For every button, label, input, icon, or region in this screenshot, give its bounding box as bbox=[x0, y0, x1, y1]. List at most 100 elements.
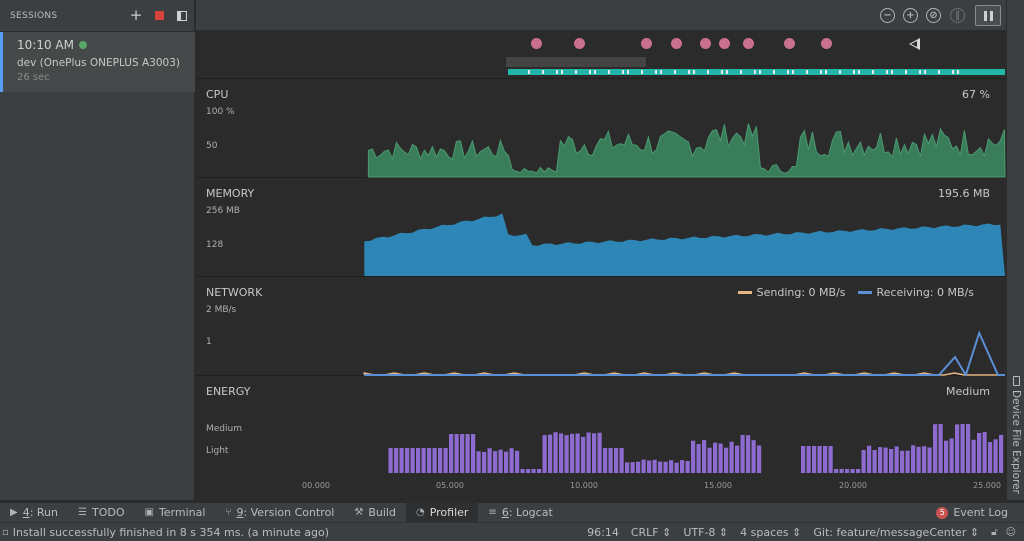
status-bar: ▫ Install successfully finished in 8 s 3… bbox=[0, 522, 1024, 541]
plus-icon[interactable]: + bbox=[129, 6, 143, 24]
event-dot[interactable] bbox=[574, 38, 586, 49]
energy-bar bbox=[823, 446, 828, 473]
network-receiving-line bbox=[364, 330, 1005, 376]
logcat-icon: ≡ bbox=[488, 507, 497, 518]
event-dot[interactable] bbox=[719, 38, 731, 49]
energy-bar bbox=[454, 434, 459, 473]
energy-bar bbox=[916, 446, 921, 473]
network-lane[interactable]: NETWORK Sending: 0 MB/s Receiving: 0 MB/… bbox=[196, 278, 1006, 376]
tab-run[interactable]: ▶ 4: Run bbox=[10, 506, 58, 519]
inspector-icon[interactable]: ☺︎ bbox=[1005, 526, 1016, 538]
energy-bar bbox=[465, 434, 470, 473]
layout-icon[interactable] bbox=[171, 5, 193, 27]
event-dot[interactable] bbox=[531, 38, 543, 49]
event-dot[interactable] bbox=[821, 38, 833, 49]
reset-zoom-icon[interactable]: ⊘ bbox=[926, 8, 941, 23]
activity-bar[interactable] bbox=[508, 69, 1005, 75]
memory-axis-mid: 128 bbox=[206, 240, 224, 250]
back-icon bbox=[909, 38, 920, 50]
cpu-value: 67 % bbox=[962, 88, 990, 101]
zoom-in-icon[interactable]: + bbox=[903, 8, 918, 23]
energy-bar bbox=[834, 469, 839, 473]
energy-bar bbox=[498, 449, 503, 473]
line-separator[interactable]: CRLF ⇕ bbox=[630, 525, 672, 539]
energy-bar bbox=[388, 448, 393, 473]
energy-bar bbox=[949, 438, 954, 473]
energy-bar bbox=[641, 459, 646, 473]
event-dot[interactable] bbox=[743, 38, 755, 49]
session-time: 10:10 AM bbox=[17, 38, 74, 52]
energy-bar bbox=[399, 448, 404, 473]
status-toggle-icon[interactable]: ▫ bbox=[2, 526, 9, 538]
tab-terminal[interactable]: ▣ Terminal bbox=[144, 506, 206, 519]
status-message[interactable]: Install successfully finished in 8 s 354… bbox=[12, 525, 330, 539]
energy-bar bbox=[922, 446, 927, 473]
energy-bar bbox=[658, 461, 663, 473]
profiler-toolbar: − + ⊘ ‖ bbox=[196, 0, 1006, 31]
cpu-lane[interactable]: CPU 67 % 100 % 50 bbox=[196, 80, 1006, 178]
session-item[interactable]: 10:10 AM dev (OnePlus ONEPLUS A3003) 26 … bbox=[0, 32, 195, 92]
energy-bar bbox=[845, 469, 850, 473]
energy-bar bbox=[471, 434, 476, 473]
energy-lane[interactable]: ENERGY Medium Medium Light bbox=[196, 377, 1006, 474]
run-icon: ▶ bbox=[10, 507, 18, 518]
tab-build[interactable]: ⚒ Build bbox=[354, 506, 396, 519]
pause-icon[interactable] bbox=[975, 5, 1001, 26]
zoom-out-icon[interactable]: − bbox=[880, 8, 895, 23]
energy-bar bbox=[988, 442, 993, 473]
energy-bar bbox=[515, 450, 520, 473]
energy-bar bbox=[603, 448, 608, 473]
memory-title: MEMORY bbox=[206, 187, 255, 200]
tab-logcat[interactable]: ≡ 6: Logcat bbox=[488, 506, 553, 519]
energy-bar bbox=[559, 433, 564, 473]
vcs-icon: ⑂ bbox=[225, 507, 232, 518]
indent-setting[interactable]: 4 spaces ⇕ bbox=[740, 525, 802, 539]
caret-position[interactable]: 96:14 bbox=[587, 525, 619, 539]
memory-axis-max: 256 MB bbox=[206, 206, 240, 216]
energy-bar bbox=[564, 435, 569, 473]
tool-windows-bar: ▶ 4: Run ☰ TODO ▣ Terminal ⑂ 9: Version … bbox=[0, 502, 1024, 523]
sessions-title: SESSIONS bbox=[10, 10, 58, 21]
stop-icon[interactable] bbox=[148, 5, 170, 27]
tab-event-log[interactable]: 5 Event Log bbox=[926, 503, 1018, 523]
tab-profiler[interactable]: ◔ Profiler bbox=[405, 502, 479, 523]
energy-bar bbox=[944, 440, 949, 473]
device-file-explorer-tab[interactable]: Device File Explorer bbox=[1009, 376, 1023, 494]
energy-bar bbox=[850, 469, 855, 473]
energy-bar bbox=[960, 424, 965, 473]
legend-sending: Sending: 0 MB/s bbox=[737, 286, 846, 299]
lock-icon[interactable]: 🔓︎ bbox=[991, 526, 998, 538]
energy-bar bbox=[889, 449, 894, 473]
energy-bar bbox=[570, 433, 575, 473]
energy-bar bbox=[449, 434, 454, 473]
energy-bar bbox=[812, 446, 817, 473]
energy-bar bbox=[526, 469, 531, 473]
event-dot[interactable] bbox=[700, 38, 712, 49]
energy-bar bbox=[548, 434, 553, 473]
energy-bar bbox=[674, 462, 679, 473]
file-encoding[interactable]: UTF-8 ⇕ bbox=[683, 525, 729, 539]
event-dot[interactable] bbox=[783, 38, 795, 49]
event-dot[interactable] bbox=[670, 38, 682, 49]
tab-todo[interactable]: ☰ TODO bbox=[78, 506, 125, 519]
activity-name bbox=[506, 57, 646, 67]
tab-version-control[interactable]: ⑂ 9: Version Control bbox=[225, 506, 335, 519]
event-dot[interactable] bbox=[641, 38, 653, 49]
events-lane[interactable] bbox=[196, 31, 1006, 79]
attach-live-icon[interactable]: ‖ bbox=[950, 8, 965, 23]
energy-bar bbox=[625, 462, 630, 473]
energy-bar bbox=[394, 448, 399, 473]
memory-lane[interactable]: MEMORY 195.6 MB 256 MB 128 bbox=[196, 179, 1006, 277]
energy-bar bbox=[828, 446, 833, 473]
energy-bar bbox=[531, 469, 536, 473]
profiler-main: − + ⊘ ‖ CPU 67 % 100 % 50 MEMORY 195.6 M… bbox=[196, 0, 1006, 500]
sessions-header: SESSIONS + bbox=[0, 0, 194, 32]
energy-bar bbox=[938, 424, 943, 473]
energy-bar bbox=[405, 448, 410, 473]
energy-bar bbox=[482, 451, 487, 473]
energy-bar bbox=[999, 434, 1004, 473]
time-tick: 10.000 bbox=[570, 481, 598, 490]
git-branch[interactable]: Git: feature/messageCenter ⇕ bbox=[813, 525, 980, 539]
time-tick: 20.000 bbox=[839, 481, 867, 490]
energy-bar bbox=[713, 442, 718, 473]
